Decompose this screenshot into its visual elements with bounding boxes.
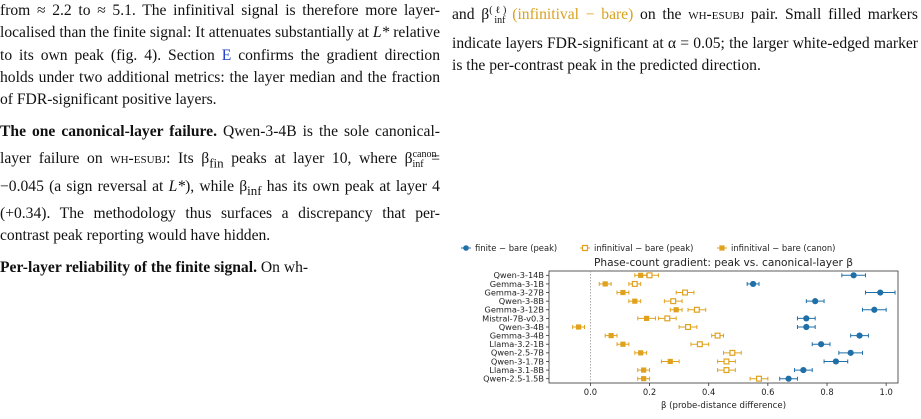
y-tick-label: Gemma-3-1B [490,279,545,289]
section-e-link[interactable]: E [221,46,232,64]
x-tick-label: 1.0 [880,387,893,397]
legend-label: infinitival − bare (canon) [731,243,835,253]
left-column: from ≈ 2.2 to ≈ 5.1. The infinitival sig… [0,0,440,280]
paragraph-heading: Per-layer reliability of the finite sign… [0,259,257,277]
data-point [620,341,626,347]
y-tick-label: Qwen-3-8B [499,296,545,306]
data-point [800,366,807,374]
data-point [871,306,878,313]
data-point [641,376,647,382]
data-point [714,332,721,339]
paragraph-heading: The one canonical-layer failure. [0,123,218,141]
y-tick-label: Qwen-2.5-7B [491,348,545,358]
data-point [673,307,679,313]
x-axis-label: β (probe-distance difference) [661,401,786,410]
x-tick-label: 0.8 [820,387,833,397]
x-tick-label: 0.6 [761,387,774,397]
data-point [723,367,730,374]
data-point [877,289,884,296]
data-point [803,323,810,331]
data-point [644,315,650,321]
legend-marker [463,245,469,251]
paragraph-reliability: Per-layer reliability of the finite sign… [0,259,309,277]
data-point [631,280,638,287]
plot-frame [548,270,899,384]
data-point [850,272,857,279]
y-tick-label: Gemma-3-4B [490,331,545,341]
y-tick-label: Qwen-3-4B [499,322,545,332]
data-point [575,324,582,330]
data-point [693,306,700,313]
y-tick-label: Mistral-7B-v0.3 [482,313,544,323]
y-tick-label: Llama-3.2-1B [489,339,544,349]
y-tick-label: Qwen-3-14B [493,270,544,280]
x-tick-label: 0.0 [584,387,597,397]
data-point [608,333,614,339]
chart: finite − bare (peak) infinitival − bare (… [461,243,899,410]
paragraph-canonical-failure: The one canonical-layer failure. Qwen-3-… [0,123,440,245]
data-point [632,298,638,304]
legend-marker [581,244,589,252]
figure-caption: and β(ℓ)inf (infinitival − bare) on the … [452,0,918,77]
data-point [847,349,854,356]
legend-label: infinitival − bare (peak) [594,243,693,253]
data-point [803,315,810,322]
legend-marker [719,245,725,251]
y-tick-label: Qwen-2.5-1.5B [483,374,544,384]
data-point [646,272,653,279]
data-point [620,289,626,296]
data-point [812,298,819,305]
data-point [696,341,703,348]
x-tick-label: 0.2 [643,387,656,397]
data-point [832,358,839,365]
data-point [729,349,736,356]
data-point [682,289,689,296]
data-point [685,323,692,330]
y-tick-label: Gemma-3-27B [484,287,544,297]
data-point [638,272,644,278]
y-tick-label: Qwen-3-1.7B [491,356,545,366]
data-point [818,341,825,348]
data-point [723,358,730,365]
legend-label: finite − bare (peak) [475,243,557,253]
y-tick-label: Gemma-3-12B [484,305,544,315]
data-point [602,281,608,287]
data-point [638,350,644,356]
x-tick-label: 0.4 [702,387,715,397]
data-point [670,298,677,305]
paragraph-gradient: from ≈ 2.2 to ≈ 5.1. The infinitival sig… [0,2,440,109]
data-point [667,358,673,365]
chart-title: Phase-count gradient: peak vs. canonical… [594,257,853,269]
data-point [664,315,671,322]
data-point [749,280,757,288]
caption-text: and β(ℓ)inf (infinitival − bare) on the … [452,5,918,74]
data-point [785,375,792,382]
y-tick-label: Llama-3.1-8B [489,365,544,375]
data-point [856,332,863,339]
data-point [755,375,762,382]
data-point [641,367,647,373]
